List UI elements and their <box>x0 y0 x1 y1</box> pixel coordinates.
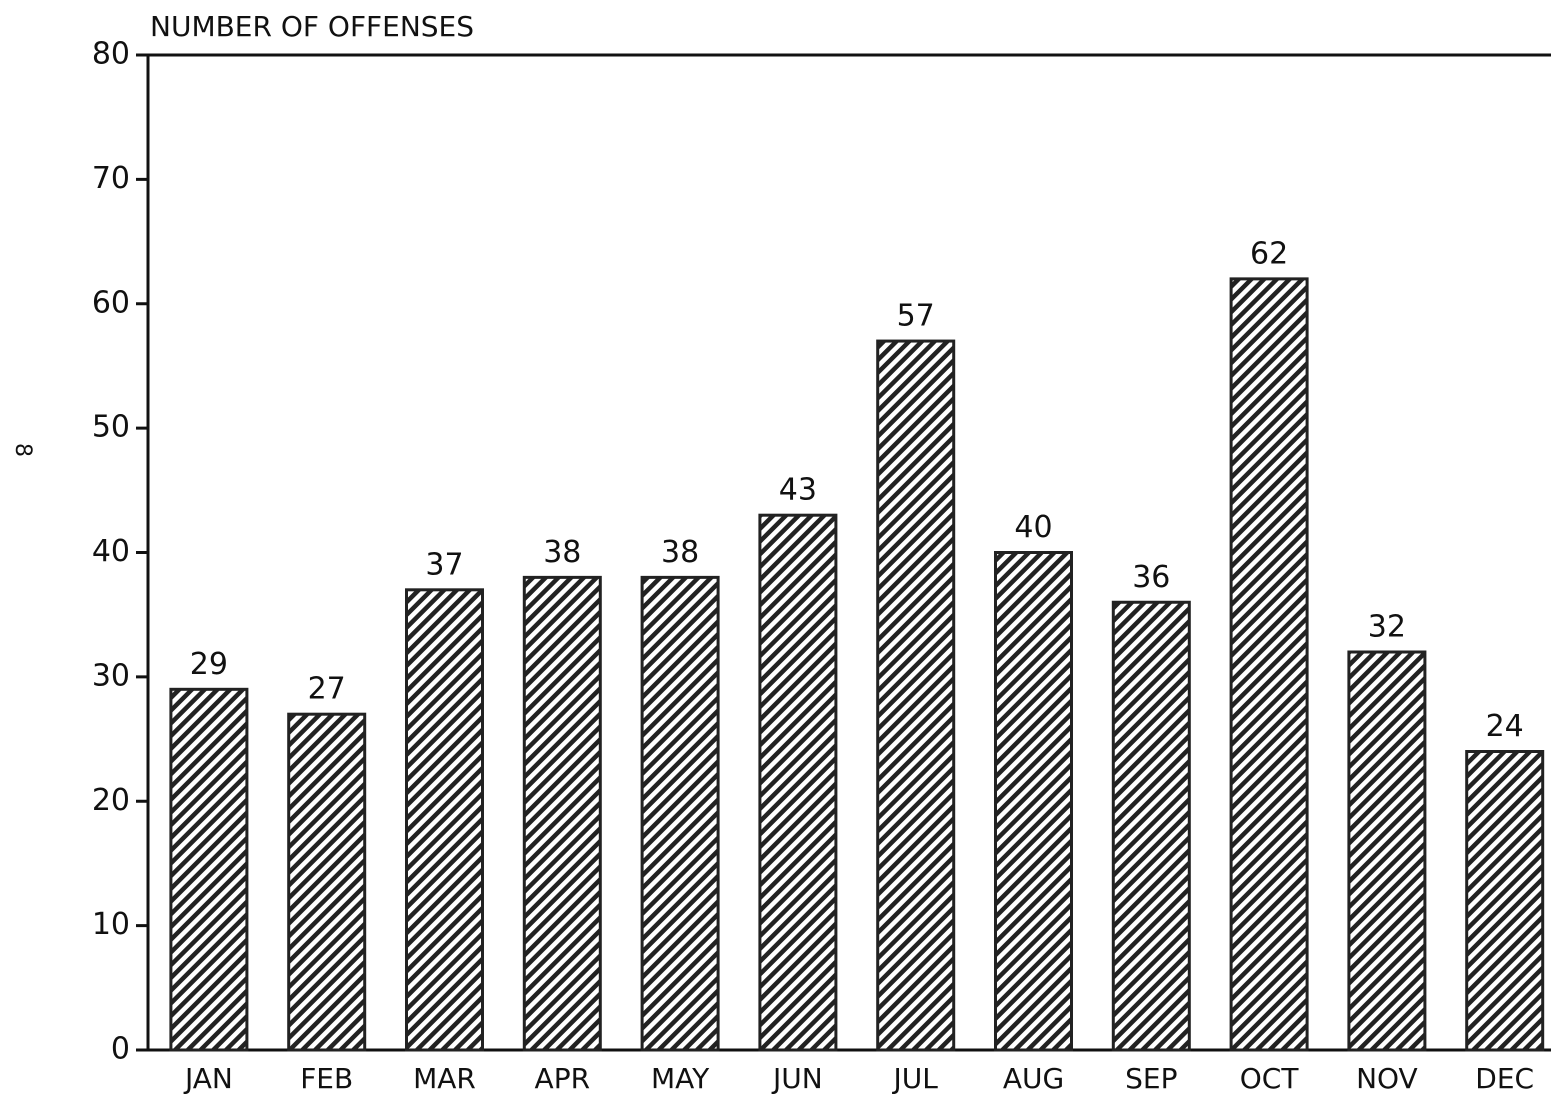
value-label: 27 <box>308 672 346 707</box>
bar <box>1347 650 1427 1052</box>
y-tick-label: 40 <box>92 534 130 569</box>
page-number: 8 <box>10 443 35 457</box>
y-tick-label: 50 <box>92 410 130 445</box>
bar <box>169 687 249 1052</box>
x-tick-label: APR <box>535 1062 591 1095</box>
bar <box>876 339 956 1052</box>
x-tick-label: JAN <box>183 1062 233 1095</box>
bar <box>640 575 720 1052</box>
y-tick-label: 60 <box>92 285 130 320</box>
x-tick-label: FEB <box>300 1062 353 1095</box>
y-tick-label: 10 <box>92 907 130 942</box>
x-tick-label: SEP <box>1125 1062 1177 1095</box>
bar <box>1111 600 1191 1052</box>
bar <box>522 575 602 1052</box>
y-tick-label: 80 <box>92 37 130 72</box>
bar <box>1465 750 1545 1052</box>
value-label: 62 <box>1250 236 1288 271</box>
y-tick-label: 30 <box>92 658 130 693</box>
y-tick-label: 20 <box>92 783 130 818</box>
value-label: 24 <box>1486 709 1524 744</box>
x-tick-label: JUN <box>771 1062 823 1095</box>
value-label: 40 <box>1014 510 1052 545</box>
value-label: 38 <box>543 535 581 570</box>
x-tick-label: JUL <box>892 1062 939 1095</box>
y-tick-label: 70 <box>92 161 130 196</box>
value-label: 43 <box>779 473 817 508</box>
x-tick-label: MAY <box>651 1062 710 1095</box>
chart-title: NUMBER OF OFFENSES <box>150 10 474 43</box>
value-label: 32 <box>1368 610 1406 645</box>
bar <box>287 712 367 1052</box>
x-tick-label: OCT <box>1240 1062 1300 1095</box>
y-tick-label: 0 <box>111 1032 130 1067</box>
bar <box>758 513 838 1052</box>
x-tick-label: NOV <box>1356 1062 1418 1095</box>
value-label: 37 <box>425 547 463 582</box>
bar <box>1229 277 1309 1052</box>
value-label: 29 <box>190 647 228 682</box>
bar <box>405 588 484 1052</box>
value-label: 38 <box>661 535 699 570</box>
value-label: 36 <box>1132 560 1170 595</box>
bar <box>994 551 1073 1052</box>
x-tick-label: MAR <box>413 1062 476 1095</box>
x-tick-label: AUG <box>1003 1062 1064 1095</box>
value-label: 57 <box>897 299 935 334</box>
x-tick-label: DEC <box>1475 1062 1534 1095</box>
